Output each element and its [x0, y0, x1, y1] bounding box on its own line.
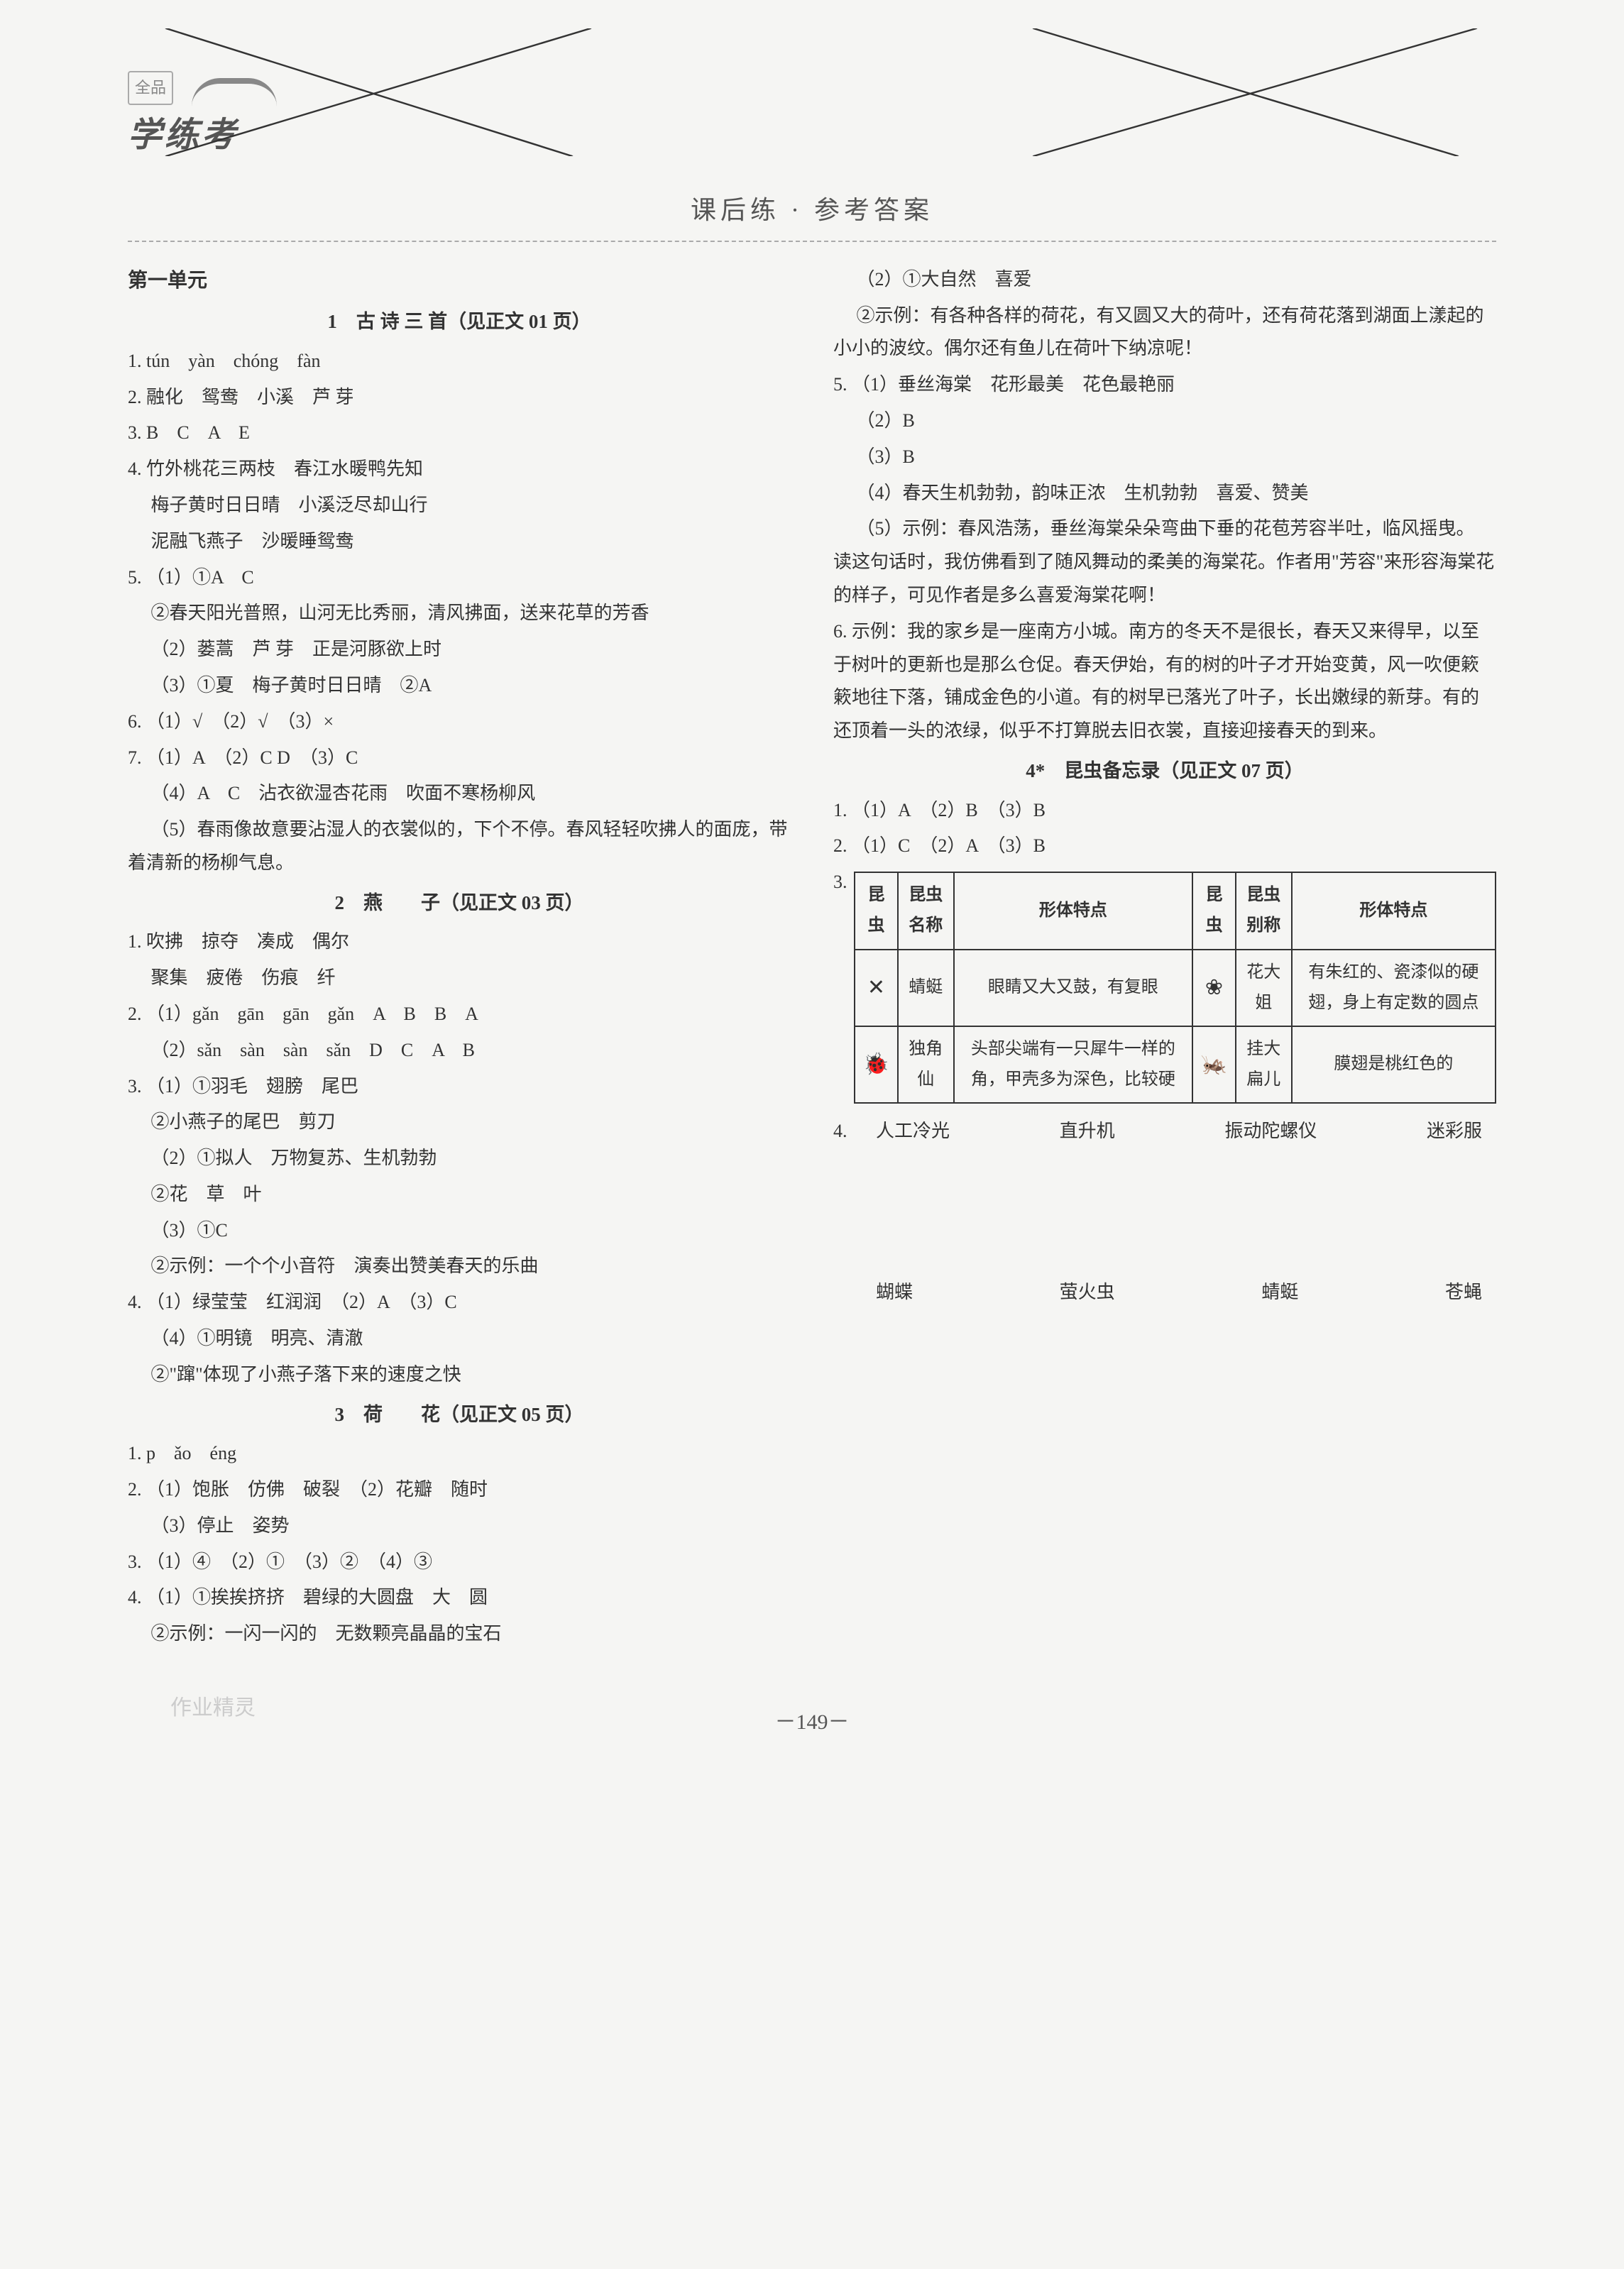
cell-feature: 有朱红的、瓷漆似的硬翅，身上有定数的圆点: [1292, 950, 1496, 1026]
answer-line: ②小燕子的尾巴 剪刀: [128, 1106, 791, 1139]
table-row: ✕ 蜻蜓 眼睛又大又鼓，有复眼 ❀ 花大姐 有朱红的、瓷漆似的硬翅，身上有定数的…: [855, 950, 1496, 1026]
cell-name: 独角仙: [898, 1026, 954, 1103]
answer-line: 3. B C A E: [128, 417, 791, 450]
answer-line: 1. （1）A （2）B （3）B: [833, 794, 1496, 828]
match-item: 蝴蝶: [876, 1276, 913, 1309]
answer-line: 5. （1）①A C: [128, 561, 791, 595]
insect-table: 昆虫 昆虫名称 形体特点 昆虫 昆虫别称 形体特点 ✕ 蜻蜓 眼睛又大又鼓，有复…: [854, 872, 1496, 1104]
cell-feature: 膜翅是桃红色的: [1292, 1026, 1496, 1103]
match-bottom-row: 蝴蝶 萤火虫 蜻蜓 苍蝇: [862, 1276, 1496, 1309]
ladybug-icon: ❀: [1192, 950, 1236, 1026]
answer-line: 聚集 疲倦 伤痕 纤: [128, 962, 791, 995]
section-3-title: 3 荷 花（见正文 05 页）: [128, 1397, 791, 1432]
content-columns: 第一单元 1 古 诗 三 首（见正文 01 页） 1. tún yàn chón…: [128, 263, 1496, 1654]
title-divider: [128, 241, 1496, 242]
right-column: （2）①大自然 喜爱 ②示例：有各种各样的荷花，有又圆又大的荷叶，还有荷花落到湖…: [833, 263, 1496, 1654]
match-item: 苍蝇: [1445, 1276, 1482, 1309]
beetle-icon: 🐞: [855, 1026, 898, 1103]
answer-line: （5）示例：春风浩荡，垂丝海棠朵朵弯曲下垂的花苞芳容半吐，临风摇曳。 读这句话时…: [833, 512, 1496, 612]
answer-line: 2. （1）gǎn gān gān gǎn A B B A: [128, 998, 791, 1031]
section-1-title: 1 古 诗 三 首（见正文 01 页）: [128, 304, 791, 339]
th-alias: 昆虫别称: [1236, 872, 1292, 949]
answer-line: 1. p ǎo éng: [128, 1437, 791, 1471]
cell-alias: 花大姐: [1236, 950, 1292, 1026]
th-feature2: 形体特点: [1292, 872, 1496, 949]
watermark-text: 作业精灵: [170, 1689, 256, 1727]
answer-line: （3）停止 姿势: [128, 1510, 791, 1543]
answer-line: （3）①C: [128, 1214, 791, 1248]
page-title: 课后练 · 参考答案: [128, 187, 1496, 234]
answer-line: 2. （1）饱胀 仿佛 破裂 （2）花瓣 随时: [128, 1473, 791, 1507]
match-item: 直升机: [1060, 1115, 1115, 1148]
answer-line: 2. 融化 鸳鸯 小溪 芦 芽: [128, 381, 791, 414]
table-row: 🐞 独角仙 头部尖端有一只犀牛一样的角，甲壳多为深色，比较硬 🦗 挂大扁儿 膜翅…: [855, 1026, 1496, 1103]
th-insect2: 昆虫: [1192, 872, 1236, 949]
unit-heading: 第一单元: [128, 263, 791, 299]
match-item: 迷彩服: [1427, 1115, 1482, 1148]
th-feature: 形体特点: [954, 872, 1192, 949]
page-number: －149－: [775, 1703, 850, 1742]
cell-feature: 头部尖端有一只犀牛一样的角，甲壳多为深色，比较硬: [954, 1026, 1192, 1103]
answer-line: ②春天阳光普照，山河无比秀丽，清风拂面，送来花草的芳香: [128, 597, 791, 630]
match-top-row: 人工冷光 直升机 振动陀螺仪 迷彩服: [862, 1115, 1496, 1148]
match-item: 人工冷光: [876, 1115, 950, 1148]
grasshopper-icon: 🦗: [1192, 1026, 1236, 1103]
match-lines-diagram: [0, 28, 1624, 156]
th-name: 昆虫名称: [898, 872, 954, 949]
answer-line: 7. （1）A （2）C D （3）C: [128, 742, 791, 775]
answer-line: ②"蹿"体现了小燕子落下来的速度之快: [128, 1358, 791, 1392]
cell-name: 蜻蜓: [898, 950, 954, 1026]
answer-line: 泥融飞燕子 沙暖睡鸳鸯: [128, 525, 791, 559]
answer-line: （3）B: [833, 441, 1496, 474]
answer-line: （2）①拟人 万物复苏、生机勃勃: [128, 1142, 791, 1175]
answer-line: 3. （1）④ （2）① （3）② （4）③: [128, 1546, 791, 1579]
th-insect: 昆虫: [855, 872, 898, 949]
answer-line: 4. （1）绿莹莹 红润润 （2）A （3）C: [128, 1286, 791, 1319]
answer-line: ②示例：有各种各样的荷花，有又圆又大的荷叶，还有荷花落到湖面上漾起的小小的波纹。…: [833, 300, 1496, 366]
answer-line: 1. 吹拂 掠夺 凑成 偶尔: [128, 925, 791, 959]
answer-line: ②花 草 叶: [128, 1178, 791, 1212]
answer-line: （4）春天生机勃勃，韵味正浓 生机勃勃 喜爱、赞美: [833, 477, 1496, 510]
match-item: 萤火虫: [1060, 1276, 1115, 1309]
answer-line: ②示例：一个个小音符 演奏出赞美春天的乐曲: [128, 1250, 791, 1283]
answer-line: （4）A C 沾衣欲湿杏花雨 吹面不寒杨柳风: [128, 777, 791, 811]
cell-feature: 眼睛又大又鼓，有复眼: [954, 950, 1192, 1026]
answer-line: （2）B: [833, 405, 1496, 438]
answer-line: （3）①夏 梅子黄时日日晴 ②A: [128, 669, 791, 703]
answer-line: 梅子黄时日日晴 小溪泛尽却山行: [128, 489, 791, 522]
answer-line: 6. （1）√ （2）√ （3）×: [128, 705, 791, 739]
q3-label: 3.: [833, 866, 854, 899]
answer-line: 5. （1）垂丝海棠 花形最美 花色最艳丽: [833, 368, 1496, 402]
answer-line: （2）蒌蒿 芦 芽 正是河豚欲上时: [128, 633, 791, 666]
answer-line: （4）①明镜 明亮、清澈: [128, 1322, 791, 1356]
dragonfly-icon: ✕: [855, 950, 898, 1026]
q4-label: 4.: [833, 1115, 862, 1309]
answer-line: 1. tún yàn chóng fàn: [128, 345, 791, 378]
table-header-row: 昆虫 昆虫名称 形体特点 昆虫 昆虫别称 形体特点: [855, 872, 1496, 949]
answer-line: 6. 示例：我的家乡是一座南方小城。南方的冬天不是很长，春天又来得早，以至于树叶…: [833, 615, 1496, 748]
answer-line: 4. （1）①挨挨挤挤 碧绿的大圆盘 大 圆: [128, 1581, 791, 1615]
answer-line: （2）①大自然 喜爱: [833, 263, 1496, 297]
match-item: 振动陀螺仪: [1224, 1115, 1317, 1148]
section-2-title: 2 燕 子（见正文 03 页）: [128, 886, 791, 921]
answer-line: ②示例：一闪一闪的 无数颗亮晶晶的宝石: [128, 1617, 791, 1651]
match-item: 蜻蜓: [1261, 1276, 1298, 1309]
answer-line: （2）sǎn sàn sàn sǎn D C A B: [128, 1034, 791, 1067]
section-4-title: 4* 昆虫备忘录（见正文 07 页）: [833, 754, 1496, 789]
answer-line: 4. 竹外桃花三两枝 春江水暖鸭先知: [128, 453, 791, 486]
answer-line: （5）春雨像故意要沾湿人的衣裳似的，下个不停。春风轻轻吹拂人的面庞，带着清新的杨…: [128, 813, 791, 880]
left-column: 第一单元 1 古 诗 三 首（见正文 01 页） 1. tún yàn chón…: [128, 263, 791, 1654]
cell-alias: 挂大扁儿: [1236, 1026, 1292, 1103]
answer-line: 3. （1）①羽毛 翅膀 尾巴: [128, 1070, 791, 1104]
answer-line: 2. （1）C （2）A （3）B: [833, 830, 1496, 863]
